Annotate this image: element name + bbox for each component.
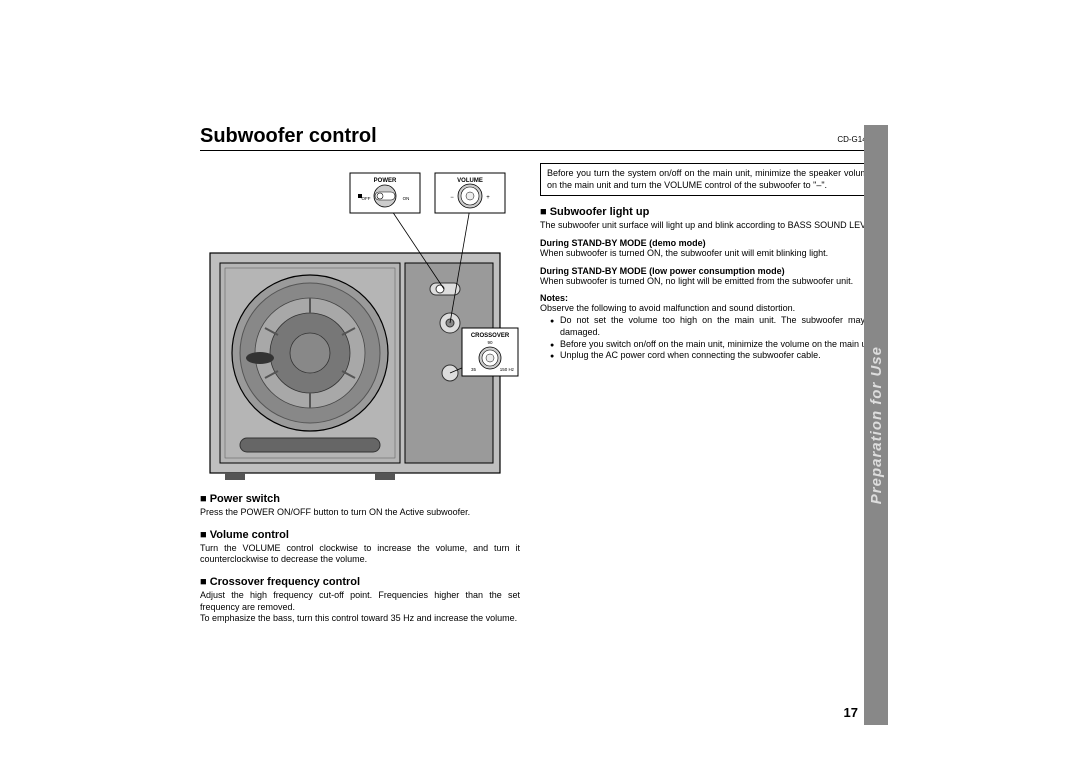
notes-heading: Notes: <box>540 293 880 303</box>
notes-intro: Observe the following to avoid malfuncti… <box>540 303 880 315</box>
svg-text:+: + <box>486 195 490 201</box>
svg-text:−: − <box>450 195 454 201</box>
note-item: Unplug the AC power cord when connecting… <box>550 350 880 362</box>
sub-heading: During STAND-BY MODE (low power consumpt… <box>540 266 880 276</box>
page-number: 17 <box>844 705 858 720</box>
section-text: To emphasize the bass, turn this control… <box>200 613 520 625</box>
section-text: The subwoofer unit surface will light up… <box>540 220 880 232</box>
warning-box: Before you turn the system on/off on the… <box>540 163 880 196</box>
note-item: Do not set the volume too high on the ma… <box>550 315 880 338</box>
power-label: POWER <box>374 178 397 184</box>
section-heading: Subwoofer light up <box>540 206 880 218</box>
section-text: Turn the VOLUME control clockwise to inc… <box>200 543 520 566</box>
content-columns: POWER OFF ON VOLUME − + <box>200 163 880 625</box>
page-title: Subwoofer control <box>200 125 377 148</box>
svg-text:OFF: OFF <box>362 196 371 201</box>
svg-text:ON: ON <box>403 196 410 201</box>
manual-page: Subwoofer control CD-G14000 <box>200 125 880 725</box>
power-switch-section: Power switch Press the POWER ON/OFF butt… <box>200 493 520 519</box>
note-item: Before you switch on/off on the main uni… <box>550 339 880 351</box>
left-column: POWER OFF ON VOLUME − + <box>200 163 520 625</box>
section-heading: Power switch <box>200 493 520 505</box>
sub-heading: During STAND-BY MODE (demo mode) <box>540 238 880 248</box>
volume-label: VOLUME <box>457 178 483 184</box>
section-heading: Crossover frequency control <box>200 576 520 588</box>
svg-text:90: 90 <box>487 340 493 345</box>
crossover-label: CROSSOVER <box>471 333 510 339</box>
crossover-section: Crossover frequency control Adjust the h… <box>200 576 520 625</box>
section-text: When subwoofer is turned ON, no light wi… <box>540 276 880 288</box>
section-tab-label: Preparation for Use <box>868 346 885 504</box>
section-text: When subwoofer is turned ON, the subwoof… <box>540 248 880 260</box>
svg-text:150 Hz: 150 Hz <box>500 367 515 372</box>
section-heading: Volume control <box>200 529 520 541</box>
section-text: Press the POWER ON/OFF button to turn ON… <box>200 507 520 519</box>
notes-list: Do not set the volume too high on the ma… <box>540 315 880 362</box>
section-tab: Preparation for Use <box>864 125 888 725</box>
volume-control-section: Volume control Turn the VOLUME control c… <box>200 529 520 566</box>
section-text: Adjust the high frequency cut-off point.… <box>200 590 520 613</box>
right-column: Before you turn the system on/off on the… <box>540 163 880 625</box>
svg-text:35: 35 <box>471 367 477 372</box>
subwoofer-diagram: POWER OFF ON VOLUME − + <box>200 163 520 483</box>
page-title-row: Subwoofer control CD-G14000 <box>200 125 880 151</box>
